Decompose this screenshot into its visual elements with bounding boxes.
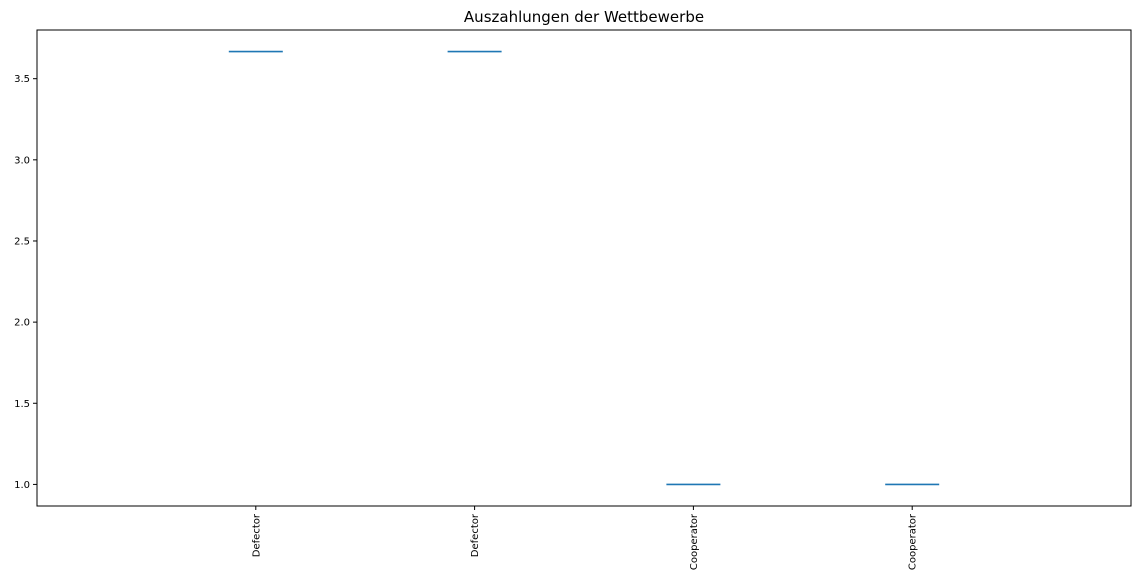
x-tick-label: Defector — [251, 513, 262, 557]
x-tick-label: Cooperator — [908, 513, 919, 570]
y-tick-label: 1.0 — [14, 480, 30, 491]
x-tick-label: Defector — [470, 513, 481, 557]
y-axis: 1.0 1.5 2.0 2.5 3.0 3.5 — [14, 74, 37, 491]
median-marks — [228, 50, 940, 486]
x-tick-label: Cooperator — [689, 513, 700, 570]
x-axis: Defector Defector Cooperator Cooperator — [251, 506, 919, 570]
y-tick-label: 2.0 — [14, 318, 30, 329]
plot-frame — [36, 29, 1132, 507]
y-tick-label: 2.5 — [14, 236, 30, 247]
y-tick-label: 3.0 — [14, 155, 30, 166]
chart-title: Auszahlungen der Wettbewerbe — [464, 8, 704, 26]
y-tick-label: 3.5 — [14, 74, 30, 85]
y-tick-label: 1.5 — [14, 399, 30, 410]
